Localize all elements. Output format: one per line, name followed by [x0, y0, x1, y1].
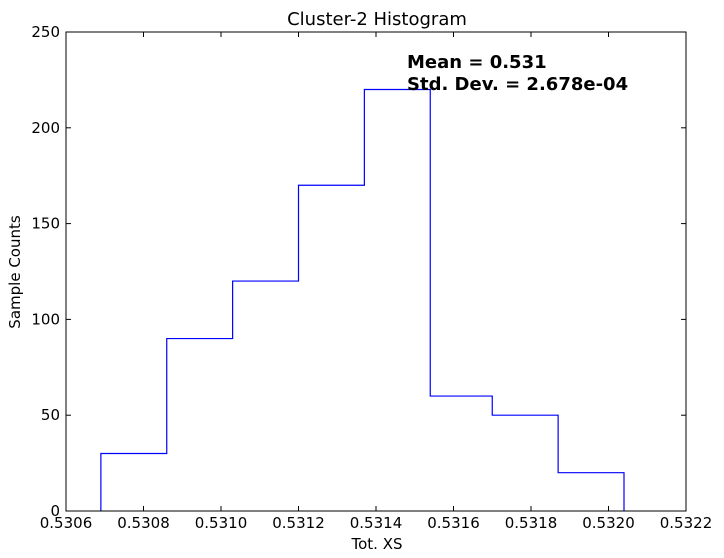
x-tick-label: 0.5312	[272, 514, 325, 532]
x-tick-label: 0.5318	[505, 514, 558, 532]
histogram-bin	[299, 185, 365, 511]
y-tick-label: 250	[31, 23, 60, 41]
x-tick-label: 0.5316	[427, 514, 480, 532]
x-axis-label: Tot. XS	[350, 535, 402, 553]
y-tick-label: 50	[41, 406, 60, 424]
x-tick-label: 0.5306	[40, 514, 93, 532]
histogram-bin	[364, 89, 430, 511]
y-tick-label: 0	[50, 502, 60, 520]
y-tick-label: 100	[31, 310, 60, 328]
histogram-bin	[492, 415, 558, 511]
plot-area: 0.5306 0.5308 0.5310 0.5312 0.5314 0.5316 0.53…	[31, 23, 712, 532]
y-tick-label: 150	[31, 215, 60, 233]
std-dev-annotation: Std. Dev. = 2.678e-04	[407, 74, 628, 95]
histogram-bin	[558, 473, 624, 511]
x-tick-label: 0.5314	[350, 514, 403, 532]
x-tick-label: 0.5320	[582, 514, 635, 532]
histogram-bin	[233, 281, 299, 511]
mean-annotation: Mean = 0.531	[407, 52, 547, 73]
x-tick-label: 0.5322	[660, 514, 713, 532]
y-tick-label: 200	[31, 119, 60, 137]
histogram-step-line	[100, 88, 625, 511]
x-tick-label: 0.5310	[195, 514, 248, 532]
y-axis-label: Sample Counts	[6, 215, 24, 329]
histogram-bin	[430, 396, 492, 511]
x-tick-label: 0.5308	[117, 514, 170, 532]
chart-title: Cluster-2 Histogram	[287, 9, 467, 30]
histogram-bin	[167, 339, 233, 511]
histogram-bin	[101, 454, 167, 511]
